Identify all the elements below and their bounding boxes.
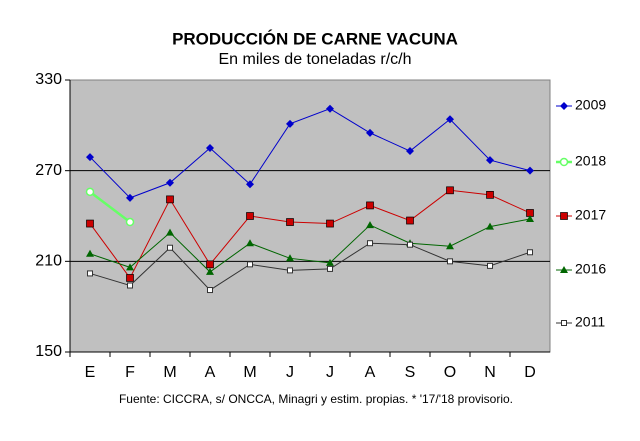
plot-area [69, 79, 551, 353]
marker [326, 104, 334, 113]
legend-label: 2017 [575, 207, 606, 223]
marker [126, 274, 134, 282]
marker [559, 157, 569, 167]
marker [246, 239, 254, 247]
legend-label: 2016 [575, 261, 606, 277]
marker [246, 180, 254, 189]
marker [406, 147, 414, 156]
x-tick-label: A [365, 364, 376, 381]
marker [367, 240, 373, 247]
marker [127, 282, 133, 289]
marker [286, 218, 294, 226]
chart-subtitle: En miles de toneladas r/c/h [219, 51, 412, 68]
marker [206, 260, 214, 269]
marker [327, 265, 333, 272]
marker [486, 222, 494, 230]
marker [206, 267, 214, 275]
x-tick-label: E [85, 364, 96, 381]
marker [446, 115, 454, 124]
marker [86, 153, 94, 162]
marker [446, 186, 454, 195]
marker [166, 228, 174, 236]
marker [366, 128, 374, 137]
x-tick-label: M [243, 364, 256, 381]
chart-title: PRODUCCIÓN DE CARNE VACUNA [172, 29, 458, 48]
marker [246, 212, 254, 220]
marker [406, 216, 414, 225]
y-tick-label: 270 [35, 162, 62, 179]
x-tick-label: J [326, 364, 334, 381]
marker [247, 261, 253, 268]
marker [286, 119, 294, 128]
marker [207, 287, 213, 294]
series-line [89, 218, 531, 273]
footnote: Fuente: CICCRA, s/ ONCCA, Minagri y esti… [119, 392, 513, 406]
legend-label: 2011 [575, 314, 605, 330]
marker [86, 219, 94, 228]
series-line [89, 108, 531, 199]
x-tick-label: S [405, 364, 416, 381]
y-tick-label: 210 [35, 253, 62, 270]
marker [527, 249, 533, 256]
marker [126, 263, 134, 271]
marker [366, 201, 374, 210]
marker [560, 102, 568, 110]
x-tick-label: D [524, 364, 536, 381]
marker [166, 195, 174, 204]
marker [85, 187, 95, 197]
marker [526, 215, 534, 223]
x-tick-label: M [163, 364, 176, 381]
marker [326, 258, 334, 266]
x-tick-label: A [205, 364, 216, 381]
marker [366, 221, 374, 229]
x-tick-label: O [444, 364, 456, 381]
marker [286, 254, 294, 262]
marker [446, 242, 454, 250]
marker [486, 156, 494, 165]
x-tick-label: J [286, 364, 294, 381]
series-line [89, 242, 531, 291]
marker [407, 241, 413, 248]
x-tick-label: F [125, 364, 135, 381]
marker [560, 212, 568, 220]
marker [560, 266, 568, 273]
marker [126, 193, 134, 202]
marker [206, 144, 214, 152]
marker [326, 219, 334, 228]
series-line [89, 190, 131, 224]
marker [526, 166, 534, 175]
marker [487, 262, 493, 269]
marker [561, 320, 567, 326]
y-tick-label: 150 [35, 343, 62, 360]
marker [167, 244, 173, 251]
marker [447, 258, 453, 265]
marker [166, 178, 174, 187]
y-tick-label: 330 [35, 71, 62, 88]
marker [125, 217, 135, 227]
marker [87, 270, 93, 277]
series-line [89, 189, 531, 279]
legend-label: 2009 [575, 97, 606, 113]
marker [486, 190, 494, 199]
marker [287, 267, 293, 274]
marker [86, 249, 94, 257]
legend-label: 2018 [575, 153, 606, 169]
x-tick-label: N [484, 364, 496, 381]
